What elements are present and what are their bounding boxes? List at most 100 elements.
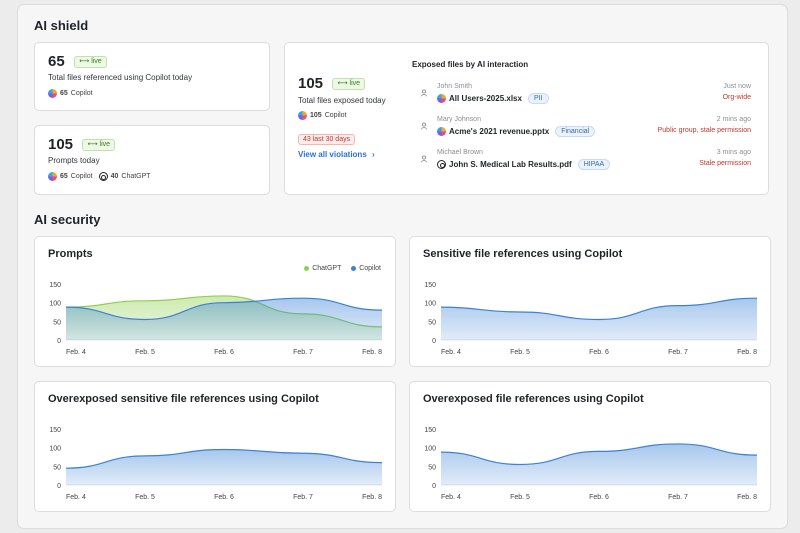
row-time: 2 mins ago [716, 116, 751, 123]
prompts-card[interactable]: 105 ⟷ live Prompts today 65 Copilot 40 Chat… [34, 125, 270, 195]
y-tick-label: 150 [49, 282, 61, 289]
files-exposed-card: 105 ⟷ live Total files exposed today 105 C… [284, 42, 769, 195]
overexposed-sensitive-chart: 0 50 100 150 Feb. 4 Feb. 5 Feb. 6 Feb. 7 Feb. 8 [49, 427, 382, 501]
prompts-label: Prompts today [48, 156, 100, 165]
legend-swatch [304, 265, 310, 271]
row-status: Stale permission [699, 160, 751, 167]
x-tick-label: Feb. 7 [668, 494, 688, 501]
y-tick-label: 150 [49, 427, 61, 434]
copilot-chip: 105 Copilot [298, 111, 346, 120]
sensitive-file-refs-chart: 0 50 100 150 Feb. 4 Feb. 5 Feb. 6 Feb. 7 Feb. 8 [424, 282, 757, 356]
x-tick-label: Feb. 6 [214, 494, 234, 501]
live-badge: ⟷ live [74, 55, 107, 68]
user-icon [420, 122, 428, 130]
row-user-name: John Smith [437, 83, 473, 90]
row-tag: HIPAA [577, 159, 611, 170]
row-status: Org-wide [722, 94, 751, 101]
exposed-file-row[interactable]: Mary Johnson Acme's 2021 revenue.pptx Fi… [420, 116, 751, 140]
files-exposed-label: Total files exposed today [298, 96, 386, 105]
copilot-icon [437, 94, 446, 103]
y-tick-label: 0 [57, 338, 61, 345]
live-icon: ⟷ [79, 57, 90, 65]
row-file: Acme's 2021 revenue.pptx Financial [437, 126, 596, 137]
row-time: 3 mins ago [716, 149, 751, 156]
copilot-chip: 65 Copilot [48, 89, 93, 98]
x-tick-label: Feb. 6 [214, 349, 234, 356]
x-tick-label: Feb. 8 [737, 494, 757, 501]
chart-title: Sensitive file references using Copilot [423, 248, 623, 260]
x-tick-label: Feb. 7 [293, 494, 313, 501]
sensitive-file-refs-chart-card: Sensitive file references using Copilot … [409, 236, 771, 367]
y-tick-label: 50 [428, 319, 436, 326]
copilot-icon [48, 89, 57, 98]
x-tick-label: Feb. 4 [66, 349, 86, 356]
legend-item-copilot: Copilot [351, 265, 381, 272]
x-tick-label: Feb. 4 [441, 494, 461, 501]
x-tick-label: Feb. 8 [362, 494, 382, 501]
y-tick-label: 50 [53, 319, 61, 326]
chart-legend: ChatGPT Copilot [304, 265, 381, 272]
exposed-file-row[interactable]: Michael Brown John S. Medical Lab Result… [420, 149, 751, 173]
row-user-name: Michael Brown [437, 149, 483, 156]
copilot-icon [437, 127, 446, 136]
x-tick-label: Feb. 4 [441, 349, 461, 356]
live-icon: ⟷ [87, 140, 98, 148]
exposed-file-row[interactable]: John Smith All Users-2025.xlsx PII Just … [420, 83, 751, 107]
y-tick-label: 50 [53, 464, 61, 471]
row-tag: Financial [555, 126, 596, 137]
row-file: John S. Medical Lab Results.pdf HIPAA [437, 159, 611, 170]
row-time: Just now [723, 83, 751, 90]
y-tick-label: 0 [432, 483, 436, 490]
y-tick-label: 100 [49, 301, 61, 308]
live-badge: ⟷ live [82, 138, 116, 151]
chatgpt-icon [98, 172, 108, 181]
series-area [441, 298, 757, 340]
series-area [66, 298, 382, 340]
view-all-violations-link[interactable]: View all violations › [298, 150, 375, 159]
x-tick-label: Feb. 4 [66, 494, 86, 501]
x-tick-label: Feb. 5 [135, 349, 155, 356]
overexposed-file-refs-chart: 0 50 100 150 Feb. 4 Feb. 5 Feb. 6 Feb. 7 Feb. 8 [424, 427, 757, 501]
files-referenced-label: Total files referenced using Copilot tod… [48, 73, 193, 82]
y-tick-label: 150 [424, 282, 436, 289]
y-tick-label: 100 [424, 446, 436, 453]
row-user-name: Mary Johnson [437, 116, 481, 123]
legend-item-chatgpt: ChatGPT [304, 265, 341, 272]
row-file: All Users-2025.xlsx PII [437, 93, 549, 104]
y-tick-label: 100 [424, 301, 436, 308]
copilot-icon [48, 172, 57, 181]
y-tick-label: 0 [57, 483, 61, 490]
x-tick-label: Feb. 7 [293, 349, 313, 356]
y-tick-label: 0 [432, 338, 436, 345]
prompts-count: 105 [48, 136, 74, 154]
chart-title: Overexposed sensitive file references us… [48, 393, 319, 405]
chart-title: Overexposed file references using Copilo… [423, 393, 644, 405]
files-exposed-count: 105 [298, 75, 324, 93]
y-tick-label: 50 [428, 464, 436, 471]
violations-30-days-badge: 43 last 30 days [298, 134, 356, 145]
overexposed-sensitive-chart-card: Overexposed sensitive file references us… [34, 381, 396, 512]
chatgpt-icon [437, 160, 446, 169]
copilot-icon [298, 111, 307, 120]
live-badge: ⟷ live [332, 77, 366, 90]
x-tick-label: Feb. 7 [668, 349, 688, 356]
files-referenced-count: 65 [48, 53, 65, 71]
x-tick-label: Feb. 6 [589, 349, 609, 356]
chart-title: Prompts [48, 248, 93, 260]
x-tick-label: Feb. 5 [510, 494, 530, 501]
x-tick-label: Feb. 6 [589, 494, 609, 501]
legend-swatch [351, 265, 357, 271]
row-status: Public group, stale permission [657, 127, 751, 134]
exposed-files-title: Exposed files by AI interaction [412, 60, 529, 69]
user-icon [420, 155, 428, 163]
live-icon: ⟷ [337, 79, 348, 87]
files-referenced-card[interactable]: 65 ⟷ live Total files referenced using Co… [34, 42, 270, 111]
prompts-chart: 0 50 100 150 Feb. 4 Feb. 5 Feb. 6 Feb. 7 Feb. 8 [49, 282, 382, 356]
x-tick-label: Feb. 8 [362, 349, 382, 356]
prompts-breakdown: 65 Copilot 40 ChatGPT [48, 172, 151, 181]
prompts-chart-card: Prompts ChatGPT Copilot 0 50 100 150 Feb. 4 F… [34, 236, 396, 367]
user-icon [420, 89, 428, 97]
chevron-right-icon: › [372, 150, 375, 159]
series-area [66, 449, 382, 485]
overexposed-file-refs-chart-card: Overexposed file references using Copilo… [409, 381, 771, 512]
